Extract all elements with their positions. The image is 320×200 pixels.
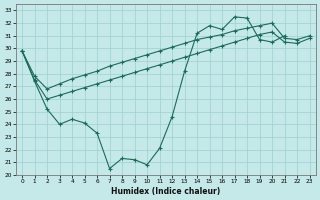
- X-axis label: Humidex (Indice chaleur): Humidex (Indice chaleur): [111, 187, 220, 196]
